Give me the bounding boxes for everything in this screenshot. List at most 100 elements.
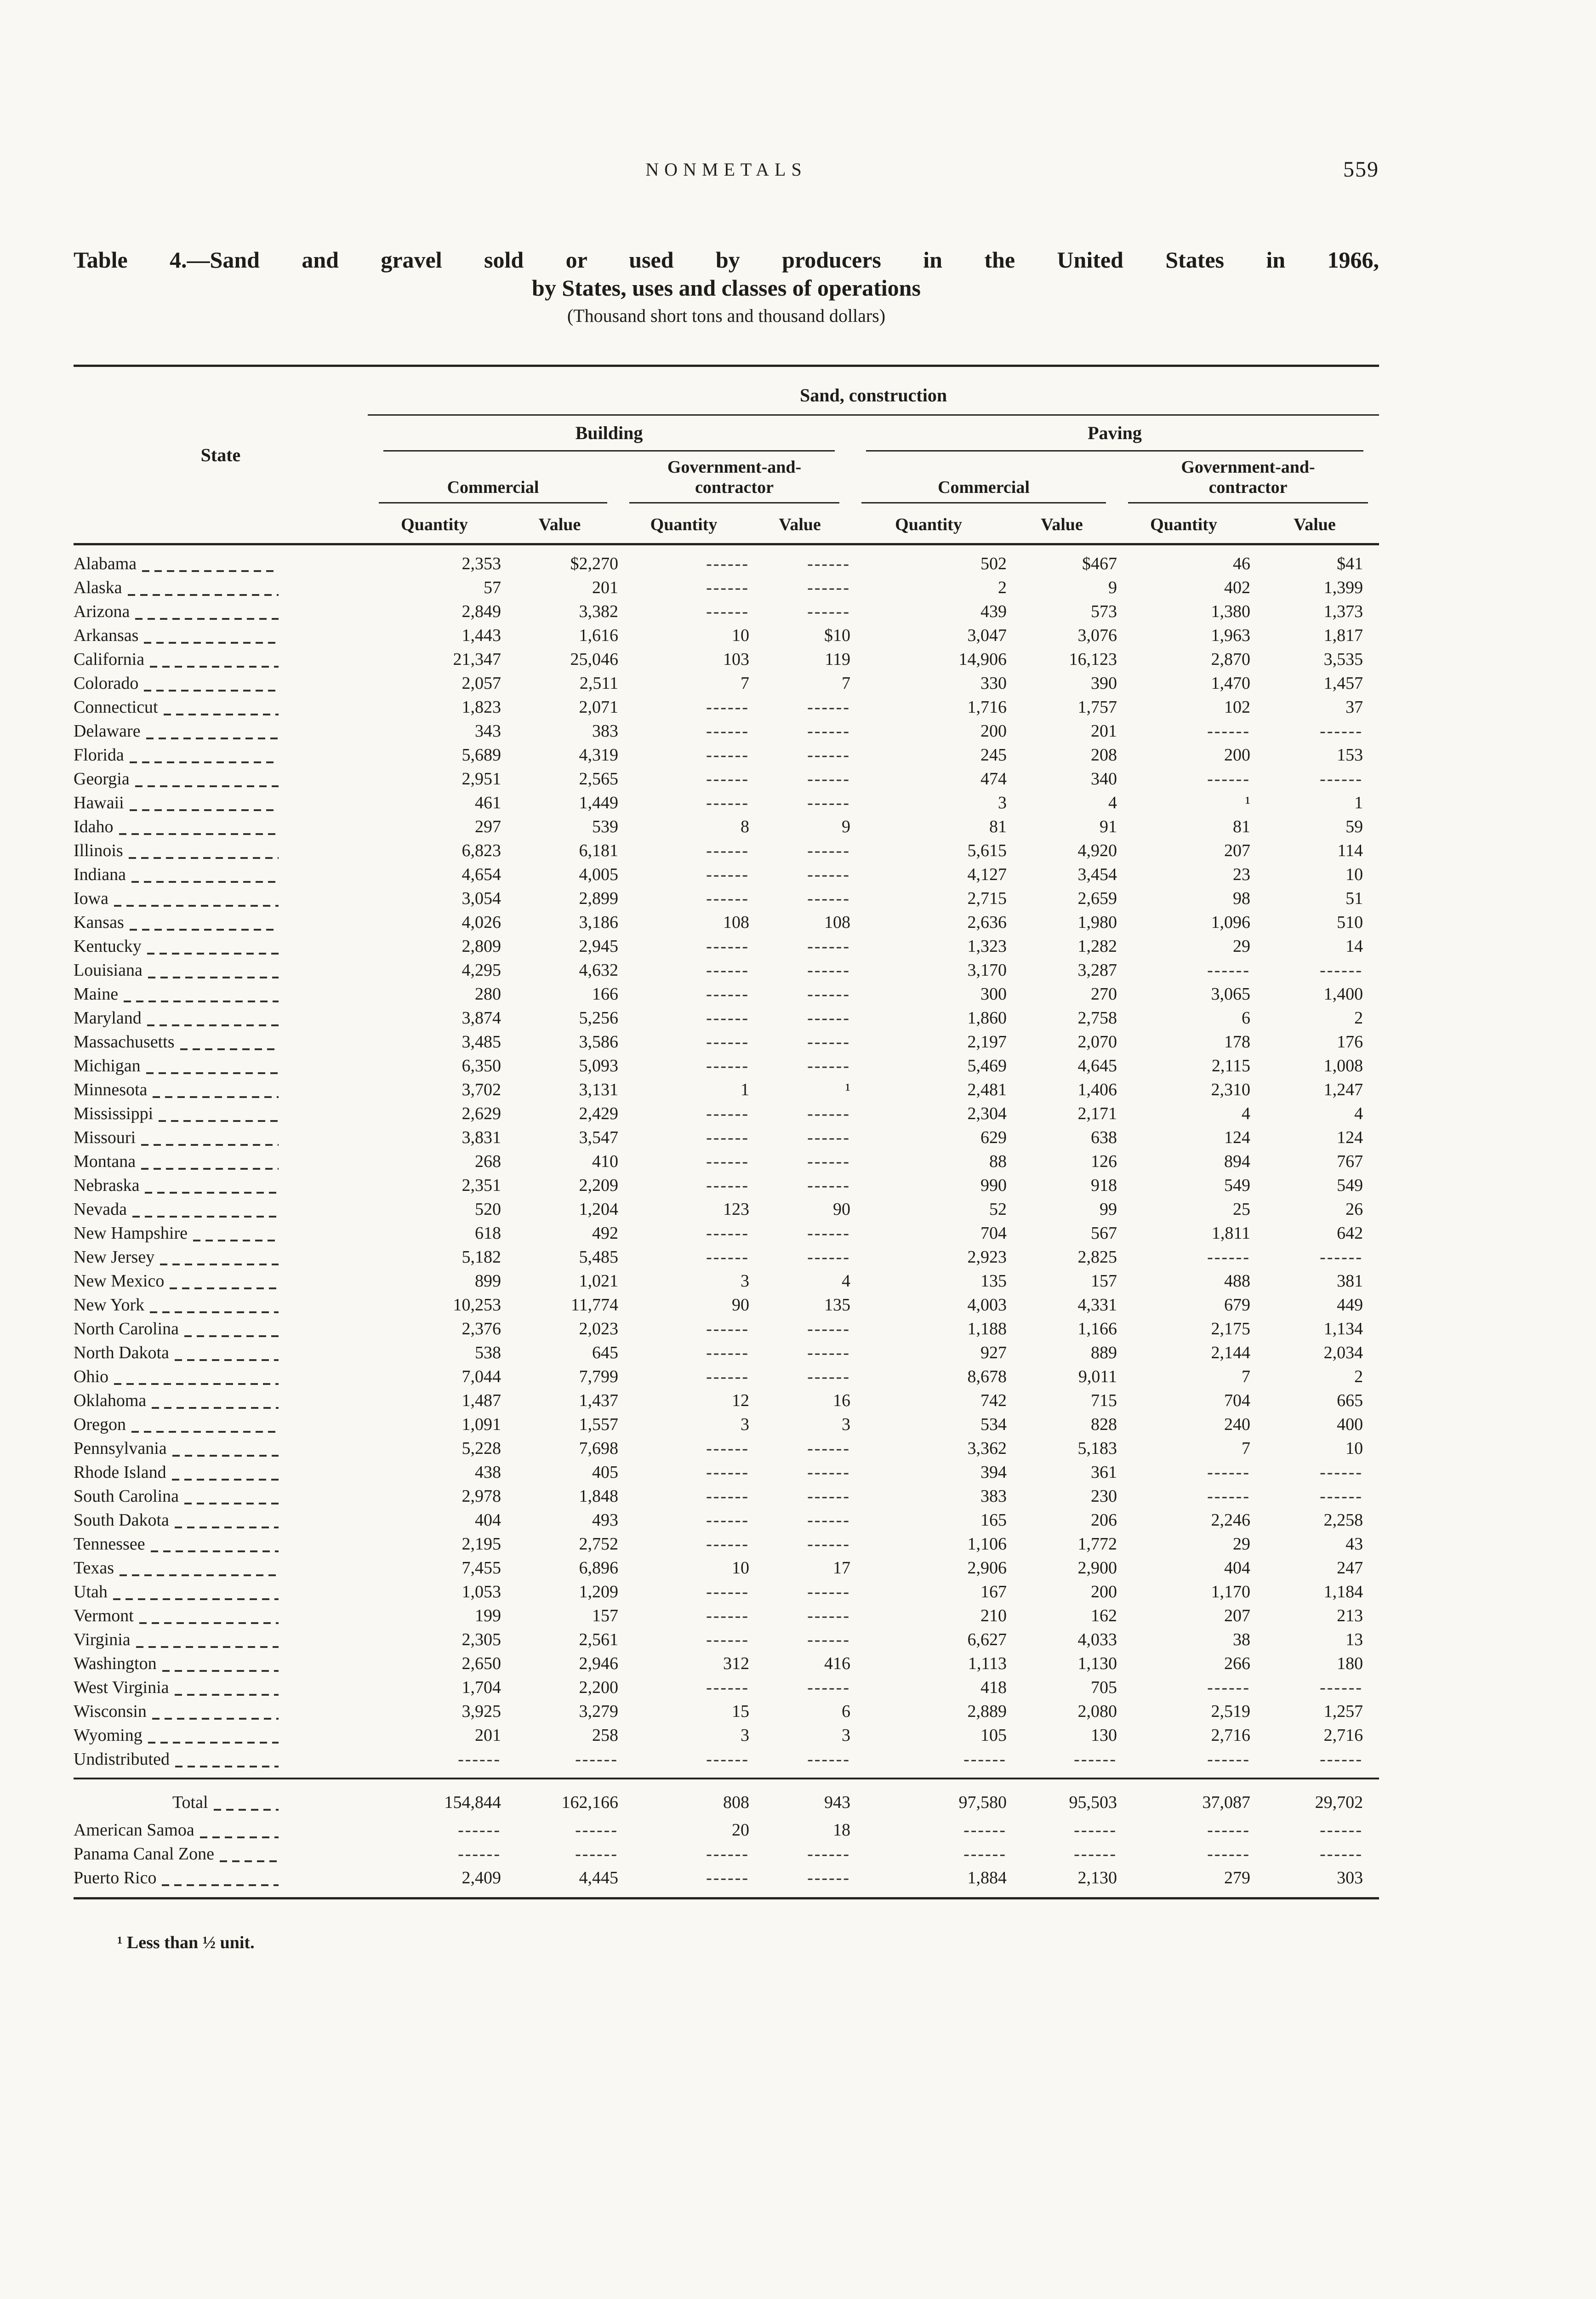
table-row: Nebraska 2,351 2,209 ------ ------ 990 918 549 5… [74, 1173, 1379, 1197]
empty-cell: ------ [807, 1844, 850, 1864]
empty-cell: ------ [807, 1032, 850, 1052]
row-label-cell: Wisconsin [74, 1699, 368, 1723]
value-cell: 1,811 [1211, 1224, 1250, 1243]
state-name: Nebraska [74, 1176, 140, 1195]
row-label-cell: Idaho [74, 815, 368, 839]
empty-cell: ------ [706, 793, 749, 812]
empty-cell: ------ [807, 1128, 850, 1147]
value-cell: 303 [1337, 1868, 1363, 1887]
row-label-cell: Maryland [74, 1006, 368, 1030]
dash-leader [174, 1527, 279, 1528]
value-cell: 1,848 [579, 1487, 619, 1506]
value-cell: 14,906 [958, 650, 1007, 669]
col-group-sand-construction: Sand, construction [368, 366, 1379, 416]
empty-cell: ------ [1320, 721, 1363, 741]
state-name: Rhode Island [74, 1463, 166, 1482]
value-cell: 10 [732, 1558, 749, 1578]
running-head: NONMETALS 559 [74, 157, 1379, 186]
value-cell: 180 [1337, 1654, 1363, 1673]
value-cell: 573 [1091, 602, 1117, 621]
table-row: Montana 268 410 ------ ------ 88 126 894 767 [74, 1150, 1379, 1173]
table-row: Georgia 2,951 2,565 ------ ------ 474 340 -----… [74, 767, 1379, 791]
empty-cell: ------ [706, 1868, 749, 1887]
empty-cell: ------ [706, 961, 749, 980]
value-cell: 176 [1337, 1032, 1363, 1052]
value-cell: 97,580 [958, 1793, 1007, 1812]
empty-cell: ------ [706, 578, 749, 597]
row-label-cell: Oregon [74, 1413, 368, 1436]
table-row: Oklahoma 1,487 1,437 12 16 742 715 704 665 [74, 1389, 1379, 1413]
value-cell: 2,946 [579, 1654, 619, 1673]
page-number: 559 [1343, 157, 1379, 182]
row-label-cell: Michigan [74, 1054, 368, 1078]
table-row: North Dakota 538 645 ------ ------ 927 889 2,14… [74, 1341, 1379, 1365]
value-cell: 2,825 [1077, 1247, 1117, 1267]
value-cell: 4,127 [967, 865, 1007, 884]
row-label-cell: Colorado [74, 671, 368, 695]
table-row: Indiana 4,654 4,005 ------ ------ 4,127 3,454 2… [74, 863, 1379, 886]
value-cell: 889 [1091, 1343, 1117, 1362]
paving-government-label: Government-and-contractor [1181, 458, 1315, 497]
col-header-quantity-3: Quantity [850, 503, 1007, 545]
value-cell: 5,256 [579, 1008, 619, 1028]
empty-cell: ------ [706, 554, 749, 573]
value-cell: 899 [475, 1271, 501, 1291]
value-cell: 1 [1354, 793, 1363, 812]
value-cell: 567 [1091, 1224, 1117, 1243]
value-cell: 199 [475, 1606, 501, 1625]
value-cell: 37 [1345, 698, 1363, 717]
value-cell: 90 [833, 1200, 850, 1219]
value-cell: 2,080 [1077, 1702, 1117, 1721]
empty-cell: ------ [706, 1487, 749, 1506]
value-cell: 279 [1224, 1868, 1250, 1887]
value-cell: 200 [1091, 1582, 1117, 1601]
value-cell: 343 [475, 721, 501, 741]
value-cell: 2,809 [462, 937, 502, 956]
row-label-cell: Montana [74, 1150, 368, 1173]
col-group-building: Building [368, 415, 850, 452]
col-header-value-1: Value [501, 503, 618, 545]
row-label-cell: Vermont [74, 1604, 368, 1628]
dash-leader [146, 1072, 279, 1074]
value-cell: 1,757 [1077, 698, 1117, 717]
value-cell: 3,485 [462, 1032, 502, 1052]
empty-cell: ------ [1207, 1463, 1250, 1482]
value-cell: 2,376 [462, 1319, 502, 1338]
table-row: New Hampshire 618 492 ------ ------ 704 567 1,8… [74, 1221, 1379, 1245]
paving-commercial-label: Commercial [938, 478, 1030, 497]
empty-cell: ------ [706, 1319, 749, 1338]
empty-cell: ------ [1320, 769, 1363, 789]
row-label-cell: New Mexico [74, 1269, 368, 1293]
col-group-paving-commercial: Commercial [850, 452, 1117, 503]
state-name: Nevada [74, 1200, 127, 1219]
value-cell: 3,535 [1323, 650, 1363, 669]
empty-cell: ------ [1207, 769, 1250, 789]
empty-cell: ------ [1207, 1844, 1250, 1864]
empty-cell: ------ [458, 1750, 501, 1769]
value-cell: 1,170 [1211, 1582, 1251, 1601]
empty-cell: ------ [706, 602, 749, 621]
value-cell: 2,175 [1211, 1319, 1251, 1338]
empty-cell: ------ [706, 1510, 749, 1530]
dash-leader [145, 1192, 279, 1194]
value-cell: 2,923 [967, 1247, 1007, 1267]
value-cell: 361 [1091, 1463, 1117, 1482]
row-label-cell: California [74, 647, 368, 671]
state-name: Alaska [74, 578, 122, 597]
empty-cell: ------ [706, 721, 749, 741]
value-cell: 280 [475, 984, 501, 1004]
value-cell: 165 [980, 1510, 1007, 1530]
value-cell: 2,481 [967, 1080, 1007, 1099]
table-row: Alaska 57 201 ------ ------ 2 9 402 1,399 [74, 576, 1379, 600]
empty-cell: ------ [1207, 1487, 1250, 1506]
value-cell: 2,870 [1211, 650, 1251, 669]
row-label-cell: New Jersey [74, 1245, 368, 1269]
dash-leader [163, 714, 279, 715]
state-name: Total [172, 1793, 208, 1812]
value-cell: 208 [1091, 745, 1117, 765]
empty-cell: ------ [706, 698, 749, 717]
dash-leader [114, 1383, 279, 1385]
dash-leader [127, 594, 279, 596]
empty-cell: ------ [706, 1008, 749, 1028]
col-header-value-2: Value [749, 503, 850, 545]
